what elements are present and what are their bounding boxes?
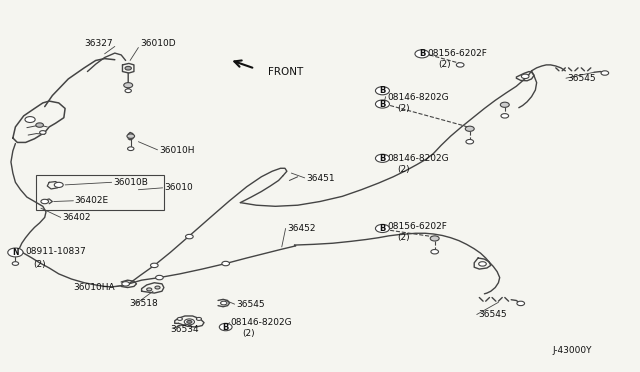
Circle shape xyxy=(150,263,158,267)
Text: 36545: 36545 xyxy=(478,310,507,319)
Circle shape xyxy=(147,288,152,291)
Text: 36010D: 36010D xyxy=(140,39,176,48)
Circle shape xyxy=(196,317,202,320)
Text: 36010HA: 36010HA xyxy=(73,283,115,292)
Circle shape xyxy=(186,234,193,239)
Circle shape xyxy=(376,87,390,95)
Text: (2): (2) xyxy=(397,233,410,242)
Circle shape xyxy=(415,50,429,58)
Text: J-43000Y: J-43000Y xyxy=(552,346,592,355)
Circle shape xyxy=(431,250,438,254)
Circle shape xyxy=(156,275,163,280)
Text: (2): (2) xyxy=(397,165,410,174)
Text: 36327: 36327 xyxy=(84,39,113,48)
Circle shape xyxy=(500,102,509,108)
Circle shape xyxy=(430,236,439,241)
Text: B: B xyxy=(380,224,386,233)
Circle shape xyxy=(125,89,131,93)
Circle shape xyxy=(221,301,227,305)
Text: 36010: 36010 xyxy=(164,183,193,192)
Circle shape xyxy=(522,74,529,78)
Circle shape xyxy=(122,282,129,286)
Text: 08146-8202G: 08146-8202G xyxy=(387,93,449,102)
Circle shape xyxy=(222,261,230,266)
Circle shape xyxy=(517,301,525,306)
Text: B: B xyxy=(419,49,425,58)
Circle shape xyxy=(466,140,474,144)
Text: 08156-6202F: 08156-6202F xyxy=(387,222,447,231)
Text: 36451: 36451 xyxy=(306,174,335,183)
Circle shape xyxy=(501,113,509,118)
Circle shape xyxy=(125,66,131,70)
Circle shape xyxy=(124,83,132,88)
Text: (2): (2) xyxy=(243,329,255,338)
Circle shape xyxy=(127,147,134,151)
Text: B: B xyxy=(380,86,386,95)
Text: 36452: 36452 xyxy=(287,224,316,233)
Bar xyxy=(36,175,164,210)
Circle shape xyxy=(54,182,63,187)
Circle shape xyxy=(187,320,192,323)
Text: 08156-6202F: 08156-6202F xyxy=(427,49,487,58)
Text: 36010B: 36010B xyxy=(113,178,148,187)
Circle shape xyxy=(8,248,23,257)
Circle shape xyxy=(479,262,486,266)
Circle shape xyxy=(456,62,464,67)
Text: 36534: 36534 xyxy=(170,326,199,334)
Circle shape xyxy=(177,317,182,320)
Text: 08146-8202G: 08146-8202G xyxy=(387,154,449,163)
Text: N: N xyxy=(12,248,19,257)
Text: B: B xyxy=(380,154,386,163)
Text: 08146-8202G: 08146-8202G xyxy=(231,318,292,327)
Circle shape xyxy=(376,100,390,108)
Circle shape xyxy=(376,154,390,162)
Circle shape xyxy=(40,131,46,134)
Circle shape xyxy=(376,224,390,232)
Circle shape xyxy=(465,126,474,131)
Text: 08911-10837: 08911-10837 xyxy=(26,247,86,256)
Circle shape xyxy=(25,116,35,122)
Text: FRONT: FRONT xyxy=(268,67,303,77)
Text: 36545: 36545 xyxy=(236,300,264,309)
Text: 36518: 36518 xyxy=(129,299,157,308)
Text: B: B xyxy=(223,323,229,331)
Circle shape xyxy=(127,134,134,138)
Circle shape xyxy=(220,323,232,331)
Circle shape xyxy=(41,199,49,204)
Circle shape xyxy=(184,319,195,325)
Text: 36545: 36545 xyxy=(567,74,596,83)
Circle shape xyxy=(155,286,160,289)
Text: 36010H: 36010H xyxy=(159,147,195,155)
Text: (2): (2) xyxy=(438,60,451,69)
Circle shape xyxy=(601,71,609,75)
Text: (2): (2) xyxy=(397,104,410,113)
Circle shape xyxy=(36,123,44,127)
Circle shape xyxy=(12,262,19,265)
Text: 36402E: 36402E xyxy=(75,196,109,205)
Text: (2): (2) xyxy=(33,260,46,269)
Text: B: B xyxy=(380,100,386,109)
Text: 36402: 36402 xyxy=(62,213,90,222)
